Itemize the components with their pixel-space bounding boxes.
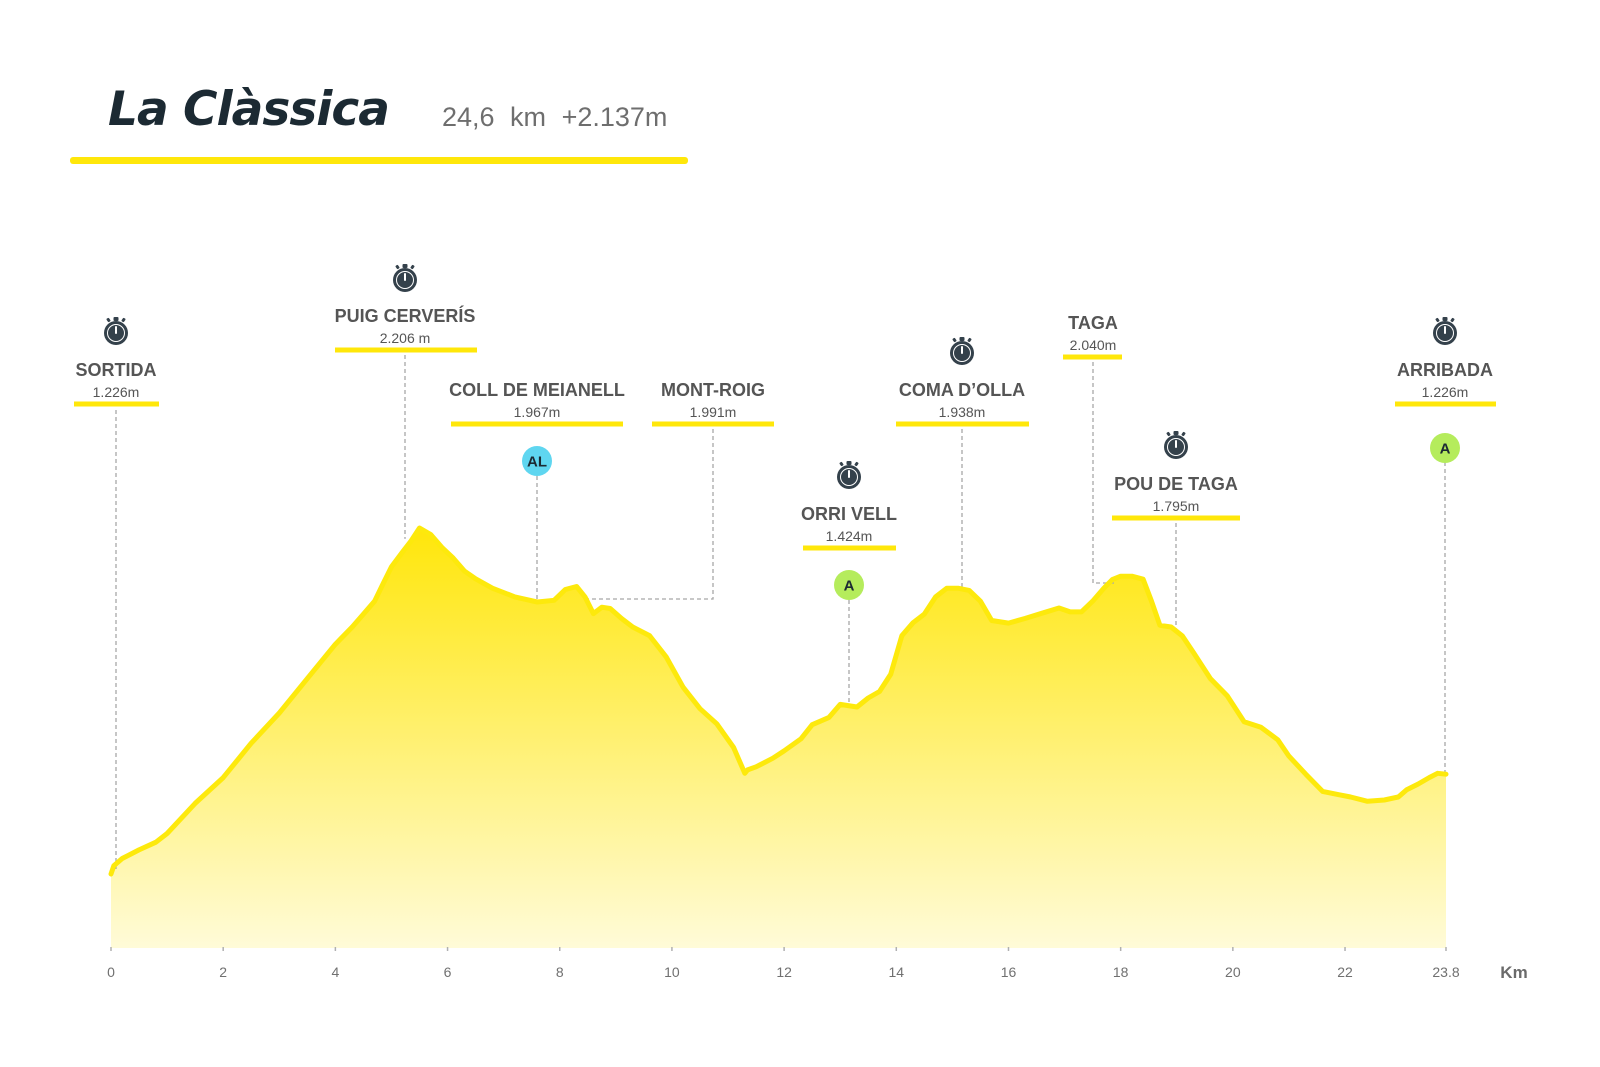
- aid-station-badge: A: [1430, 433, 1460, 463]
- waypoint-taga: TAGA 2.040m: [1063, 313, 1122, 360]
- waypoint-altitude: 1.938m: [939, 404, 986, 420]
- waypoint-name: COMA D’OLLA: [899, 380, 1025, 400]
- waypoint-underline: [1063, 354, 1122, 360]
- waypoint-coll-de-meianell: COLL DE MEIANELL 1.967m AL: [449, 380, 625, 476]
- waypoint-leader-lines: [115, 355, 1446, 872]
- badge-label: AL: [527, 454, 547, 471]
- waypoint-name: COLL DE MEIANELL: [449, 380, 625, 400]
- race-elevation-gain: +2.137m: [561, 102, 668, 132]
- x-tick-label: 4: [331, 964, 339, 980]
- x-tick-label: 22: [1337, 964, 1353, 980]
- chart-subtitle: 24,6 km +2.137m: [442, 102, 667, 133]
- waypoint-name: ORRI VELL: [801, 504, 897, 524]
- x-tick-label: 12: [776, 964, 792, 980]
- stopwatch-icon: [837, 461, 861, 489]
- profile-area-layer: [111, 528, 1446, 948]
- waypoint-orri-vell: ORRI VELL 1.424m A: [801, 461, 897, 600]
- aid-station-badge: A: [834, 570, 864, 600]
- waypoint-name: TAGA: [1068, 313, 1118, 333]
- waypoint-altitude: 2.206 m: [380, 330, 431, 346]
- profile-line: [108, 525, 1449, 877]
- waypoint-arribada: ARRIBADA 1.226m A: [1395, 317, 1496, 463]
- badge-label: A: [844, 578, 855, 595]
- x-tick-label: 23.8: [1432, 964, 1459, 980]
- stopwatch-icon: [1433, 317, 1457, 345]
- waypoint-name: SORTIDA: [76, 360, 157, 380]
- leader-line: [1092, 362, 1116, 584]
- x-axis-unit-label: Km: [1500, 963, 1527, 982]
- title-underline: [70, 157, 688, 164]
- waypoint-altitude: 1.424m: [826, 528, 873, 544]
- waypoint-pou-de-taga: POU DE TAGA 1.795m: [1112, 431, 1240, 521]
- waypoint-underline: [451, 421, 623, 427]
- x-tick-label: 0: [107, 964, 115, 980]
- leader-line: [582, 429, 714, 600]
- waypoint-name: ARRIBADA: [1397, 360, 1493, 380]
- waypoint-underline: [896, 421, 1029, 427]
- waypoint-underline: [74, 401, 159, 407]
- waypoint-name: POU DE TAGA: [1114, 474, 1238, 494]
- x-tick-label: 8: [556, 964, 564, 980]
- aid-station-badge: AL: [522, 446, 552, 476]
- x-tick-label: 6: [444, 964, 452, 980]
- waypoint-underline: [1395, 401, 1496, 407]
- waypoint-altitude: 1.991m: [690, 404, 737, 420]
- waypoint-mont-roig: MONT-ROIG 1.991m: [652, 380, 774, 427]
- x-tick-label: 16: [1001, 964, 1017, 980]
- waypoint-underline: [803, 545, 896, 551]
- waypoint-altitude: 1.226m: [1422, 384, 1469, 400]
- profile-area: [111, 528, 1446, 948]
- waypoint-sortida: SORTIDA 1.226m: [74, 317, 159, 407]
- x-axis: 0 2 4 6 8 10 12 14 16 18 20 22 23.8 Km: [107, 947, 1528, 982]
- waypoint-altitude: 1.795m: [1153, 498, 1200, 514]
- x-tick-label: 10: [664, 964, 680, 980]
- waypoint-puig-cerver-s: PUIG CERVERÍS 2.206 m: [335, 264, 477, 353]
- waypoint-underline: [335, 347, 477, 353]
- stopwatch-icon: [950, 337, 974, 365]
- waypoint-altitude: 1.226m: [93, 384, 140, 400]
- waypoint-altitude: 1.967m: [514, 404, 561, 420]
- stopwatch-icon: [393, 264, 417, 292]
- x-tick-label: 18: [1113, 964, 1129, 980]
- waypoint-underline: [1112, 515, 1240, 521]
- waypoint-name: MONT-ROIG: [661, 380, 765, 400]
- waypoint-name: PUIG CERVERÍS: [335, 305, 476, 326]
- waypoint-altitude: 2.040m: [1070, 337, 1117, 353]
- race-distance: 24,6 km: [442, 102, 547, 132]
- chart-header: La Clàssica 24,6 km +2.137m: [70, 78, 690, 170]
- chart-title: La Clàssica: [108, 82, 390, 137]
- badge-label: A: [1440, 441, 1451, 458]
- stopwatch-icon: [104, 317, 128, 345]
- profile-line-layer: [108, 525, 1449, 877]
- x-tick-label: 14: [889, 964, 905, 980]
- stopwatch-icon: [1164, 431, 1188, 459]
- waypoint-underline: [652, 421, 774, 427]
- x-tick-label: 20: [1225, 964, 1241, 980]
- waypoint-labels: SORTIDA 1.226m PUIG CERVERÍS 2.206 m COLL DE…: [74, 264, 1496, 600]
- x-tick-label: 2: [219, 964, 227, 980]
- waypoint-coma-d-olla: COMA D’OLLA 1.938m: [896, 337, 1029, 427]
